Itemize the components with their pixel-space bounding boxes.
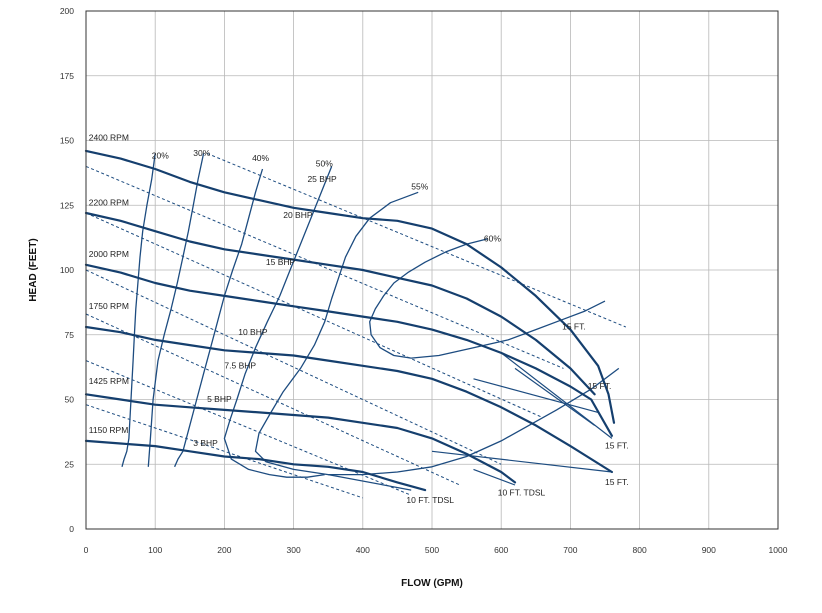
speed-curves <box>84 149 616 492</box>
tick-labels: 0 100 200 300 400 500 600 700 800 900 1000 0 25 50 75 1… <box>60 6 788 555</box>
y-tick-label: 125 <box>60 200 74 210</box>
npsh-curve <box>500 352 613 439</box>
npsh-curve <box>431 450 612 473</box>
x-tick-label: 800 <box>633 545 647 555</box>
x-tick-label: 200 <box>217 545 231 555</box>
speed-curve <box>84 211 596 396</box>
power-curve <box>85 360 412 496</box>
y-tick-label: 100 <box>60 265 74 275</box>
efficiency-curve <box>369 238 606 359</box>
curve-label: 1425 RPM <box>89 376 129 386</box>
power-curve <box>85 165 564 369</box>
efficiency-curve <box>147 153 205 467</box>
plot-frame <box>85 10 779 530</box>
y-tick-label: 150 <box>60 136 74 146</box>
power-curve <box>85 269 502 465</box>
power-curve <box>85 212 543 419</box>
curve-label: 40% <box>252 153 269 163</box>
power-curve <box>85 313 460 486</box>
speed-curve <box>84 325 613 474</box>
curve-label: 55% <box>411 182 428 192</box>
curve-label: 15 FT. <box>562 322 586 332</box>
curve-label: 60% <box>484 234 501 244</box>
x-tick-label: 0 <box>84 545 89 555</box>
x-tick-label: 300 <box>287 545 301 555</box>
curve-label: 15 FT. <box>588 381 612 391</box>
curve-label: 15 FT. <box>605 441 629 451</box>
y-axis-title: HEAD (FEET) <box>28 238 39 301</box>
efficiency-curves <box>121 153 620 478</box>
curve-label: 20 BHP <box>283 210 313 220</box>
speed-curve <box>84 393 517 484</box>
curve-label: 7.5 BHP <box>224 360 256 370</box>
x-axis-title: FLOW (GPM) <box>401 578 463 589</box>
x-tick-label: 600 <box>494 545 508 555</box>
curve-label: 5 BHP <box>207 394 232 404</box>
x-tick-label: 400 <box>356 545 370 555</box>
curve-label: 15 BHP <box>266 257 296 267</box>
x-tick-label: 100 <box>148 545 162 555</box>
x-tick-label: 1000 <box>769 545 788 555</box>
y-tick-label: 200 <box>60 6 74 16</box>
efficiency-curve <box>254 191 620 476</box>
curve-label: 3 BHP <box>193 438 218 448</box>
curve-label: 25 BHP <box>307 174 337 184</box>
npsh-curve <box>514 367 595 426</box>
curve-label: 10 FT. TDSL <box>498 487 546 497</box>
x-tick-label: 500 <box>425 545 439 555</box>
y-tick-label: 50 <box>65 395 75 405</box>
x-tick-label: 700 <box>563 545 577 555</box>
power-curves <box>85 152 626 499</box>
curve-label: 1750 RPM <box>89 301 129 311</box>
curve-label: 30% <box>193 148 210 158</box>
curve-label: 2200 RPM <box>89 197 129 207</box>
npsh-curve <box>473 468 516 486</box>
efficiency-curve <box>174 168 264 468</box>
curve-label: 2400 RPM <box>89 133 129 143</box>
efficiency-curve <box>223 166 333 478</box>
curve-label: 20% <box>152 151 169 161</box>
curve-label: 10 FT. TDSL <box>406 495 454 505</box>
power-curve <box>206 152 626 328</box>
npsh-curves <box>328 352 613 491</box>
npsh-curve <box>473 378 599 413</box>
curve-label: 10 BHP <box>238 327 268 337</box>
x-tick-label: 900 <box>702 545 716 555</box>
y-tick-label: 175 <box>60 71 74 81</box>
curve-label: 50% <box>316 158 333 168</box>
annotations: 2400 RPM 2200 RPM 2000 RPM 1750 RPM 1425 RPM… <box>89 133 629 506</box>
y-tick-label: 75 <box>65 330 75 340</box>
npsh-curve <box>328 474 412 491</box>
curve-label: 15 FT. <box>605 477 629 487</box>
curve-label: 2000 RPM <box>89 249 129 259</box>
curve-label: 1150 RPM <box>89 425 129 435</box>
power-curve <box>85 404 363 499</box>
speed-curve <box>84 263 613 437</box>
y-tick-label: 0 <box>69 524 74 534</box>
speed-curve <box>84 149 616 424</box>
speed-curve <box>84 439 427 492</box>
y-tick-label: 25 <box>65 459 75 469</box>
